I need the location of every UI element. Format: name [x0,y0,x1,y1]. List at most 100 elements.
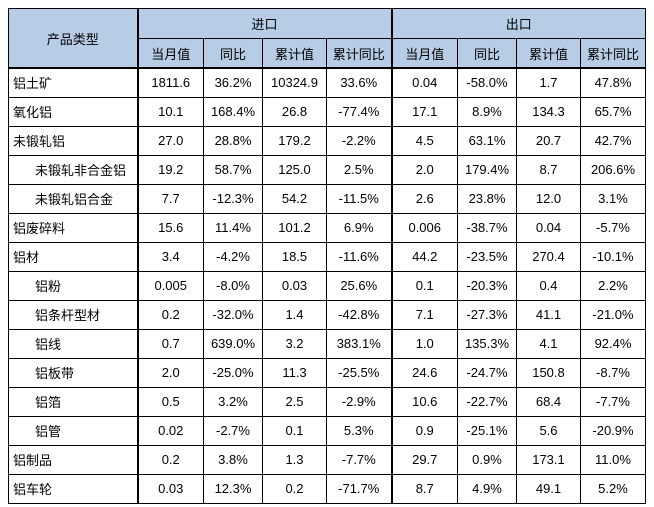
table-cell: 17.1 [390,96,458,127]
table-cell: 49.1 [516,473,581,504]
table-cell: 6.9% [326,212,392,243]
table-cell: 33.6% [326,67,392,98]
table-cell: 0.1 [262,415,327,446]
table-cell: -8.7% [580,357,646,388]
table-cell: 270.4 [516,241,581,272]
table-cell: 0.03 [262,270,327,301]
row-label: 铝粉 [8,270,138,301]
table-cell: -42.8% [326,299,392,330]
table-cell: 19.2 [136,154,204,185]
table-cell: 41.1 [516,299,581,330]
table-cell: -5.7% [580,212,646,243]
row-label: 铝线 [8,328,138,359]
table-cell: 1.3 [262,444,327,475]
table-cell: 18.5 [262,241,327,272]
table-cell: 0.5 [136,386,204,417]
table-cell: 0.04 [516,212,581,243]
table-cell: -32.0% [203,299,263,330]
table-cell: 11.4% [203,212,263,243]
table-body: 铝土矿 1811.6 36.2% 10324.9 33.6% 0.04 -58.0% 1.7 4… [8,67,646,504]
table-cell: -38.7% [457,212,517,243]
table-cell: 0.2 [136,299,204,330]
group-header-import: 进口 [136,8,392,39]
group-header-export: 出口 [390,8,646,39]
table-cell: 3.1% [580,183,646,214]
col-header: 当月值 [136,38,204,69]
col-header: 累计同比 [326,38,392,69]
table-cell: 27.0 [136,125,204,156]
table-row: 铝制品 0.2 3.8% 1.3 -7.7% 29.7 0.9% 173.1 11.0% [8,444,646,475]
table-header: 产品类型 进口 出口 当月值 同比 累计值 累计同比 当月值 同比 累计值 累计… [8,8,646,69]
table-cell: 4.9% [457,473,517,504]
table-cell: 1811.6 [136,67,204,98]
row-label: 氧化铝 [8,96,138,127]
table-cell: 2.2% [580,270,646,301]
table-cell: 2.0 [136,357,204,388]
table-cell: -7.7% [326,444,392,475]
table-cell: -11.6% [326,241,392,272]
table-cell: 0.04 [390,67,458,98]
table-row: 未锻轧铝合金 7.7 -12.3% 54.2 -11.5% 2.6 23.8% 12.0 3.1… [8,183,646,214]
table-cell: -20.3% [457,270,517,301]
table-cell: 44.2 [390,241,458,272]
table-row: 铝板带 2.0 -25.0% 11.3 -25.5% 24.6 -24.7% 150.8 -8.… [8,357,646,388]
table-cell: 3.4 [136,241,204,272]
table-cell: 23.8% [457,183,517,214]
table-cell: 3.2 [262,328,327,359]
row-label: 铝管 [8,415,138,446]
table-cell: 36.2% [203,67,263,98]
table-row: 铝条杆型材 0.2 -32.0% 1.4 -42.8% 7.1 -27.3% 41.1 -21.… [8,299,646,330]
table-cell: -20.9% [580,415,646,446]
table-cell: -71.7% [326,473,392,504]
table-cell: 0.2 [262,473,327,504]
table-cell: -25.0% [203,357,263,388]
table-cell: 29.7 [390,444,458,475]
aluminum-trade-table: 产品类型 进口 出口 当月值 同比 累计值 累计同比 当月值 同比 累计值 累计… [8,8,646,504]
table-cell: 12.3% [203,473,263,504]
table-cell: 20.7 [516,125,581,156]
table-cell: 0.005 [136,270,204,301]
table-cell: -10.1% [580,241,646,272]
table-cell: 15.6 [136,212,204,243]
table-cell: 2.6 [390,183,458,214]
table-cell: 383.1% [326,328,392,359]
table-cell: 1.4 [262,299,327,330]
table-cell: 5.6 [516,415,581,446]
table-cell: 7.1 [390,299,458,330]
table-cell: 179.2 [262,125,327,156]
table-cell: 3.2% [203,386,263,417]
table-cell: 0.7 [136,328,204,359]
table-row: 氧化铝 10.1 168.4% 26.8 -77.4% 17.1 8.9% 134.3 65.7… [8,96,646,127]
table-row: 铝箔 0.5 3.2% 2.5 -2.9% 10.6 -22.7% 68.4 -7.7% [8,386,646,417]
table-cell: 0.9% [457,444,517,475]
table-cell: 0.2 [136,444,204,475]
table-cell: 28.8% [203,125,263,156]
table-cell: 135.3% [457,328,517,359]
table-cell: 58.7% [203,154,263,185]
table-cell: -7.7% [580,386,646,417]
table-cell: 92.4% [580,328,646,359]
table-cell: 10.6 [390,386,458,417]
col-header: 同比 [203,38,263,69]
table-cell: 68.4 [516,386,581,417]
table-cell: -27.3% [457,299,517,330]
table-cell: 25.6% [326,270,392,301]
table-cell: 1.7 [516,67,581,98]
table-cell: 26.8 [262,96,327,127]
table-row: 铝粉 0.005 -8.0% 0.03 25.6% 0.1 -20.3% 0.4 2.2% [8,270,646,301]
table-cell: -8.0% [203,270,263,301]
table-cell: -12.3% [203,183,263,214]
col-header: 当月值 [390,38,458,69]
table-wrapper: 产品类型 进口 出口 当月值 同比 累计值 累计同比 当月值 同比 累计值 累计… [8,8,646,504]
table-cell: 101.2 [262,212,327,243]
table-cell: 173.1 [516,444,581,475]
row-label: 铝制品 [8,444,138,475]
table-cell: -2.7% [203,415,263,446]
row-label: 铝条杆型材 [8,299,138,330]
table-cell: 0.4 [516,270,581,301]
table-cell: 8.7 [390,473,458,504]
row-label: 未锻轧铝合金 [8,183,138,214]
table-cell: 7.7 [136,183,204,214]
table-cell: 4.1 [516,328,581,359]
row-label: 铝土矿 [8,67,138,98]
